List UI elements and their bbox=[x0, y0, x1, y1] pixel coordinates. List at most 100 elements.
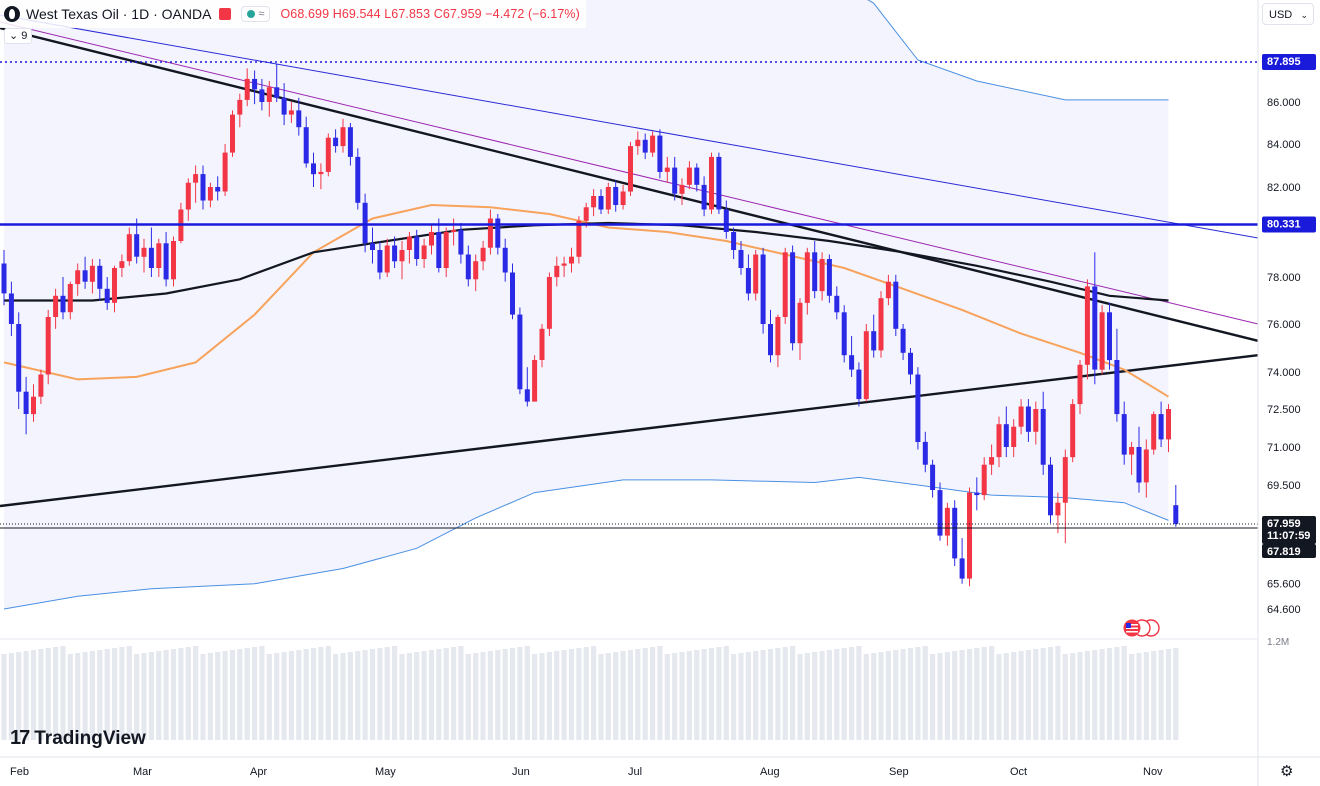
volume-bar bbox=[819, 651, 825, 740]
candle bbox=[465, 245, 471, 287]
candle-body bbox=[200, 174, 206, 201]
candle-body bbox=[1084, 286, 1090, 365]
volume-bar bbox=[23, 651, 29, 740]
volume-bar bbox=[915, 647, 921, 740]
volume-bar bbox=[672, 653, 678, 740]
candle-body bbox=[1121, 414, 1127, 455]
candle-body bbox=[230, 114, 235, 153]
candle bbox=[1062, 449, 1068, 544]
candle bbox=[237, 93, 243, 128]
volume-bar bbox=[517, 647, 523, 740]
volume-bar bbox=[414, 652, 420, 740]
candle bbox=[480, 241, 486, 271]
candle-body bbox=[318, 171, 324, 175]
bollinger-bands bbox=[3, 0, 1169, 610]
candle-body bbox=[333, 137, 339, 147]
volume-bar bbox=[731, 654, 737, 740]
volume-bar bbox=[782, 647, 788, 740]
candle-body bbox=[731, 232, 737, 250]
volume-bar bbox=[487, 651, 493, 740]
volume-bar bbox=[797, 654, 803, 740]
candle-body bbox=[885, 281, 891, 299]
candle-body bbox=[244, 78, 250, 100]
currency-select[interactable]: USD ⌄ bbox=[1262, 3, 1314, 25]
bid-price-label: 67.819 bbox=[1262, 543, 1316, 558]
price-tick-label: 84.000 bbox=[1267, 139, 1301, 151]
candle-body bbox=[856, 369, 862, 400]
tradingview-logo[interactable]: 17 TradingView bbox=[10, 727, 146, 750]
candle-body bbox=[981, 464, 987, 496]
volume-bar bbox=[436, 649, 442, 740]
volume-bar bbox=[406, 653, 412, 740]
candle-body bbox=[745, 268, 751, 294]
candle bbox=[487, 209, 493, 255]
logo-text: TradingView bbox=[34, 727, 146, 749]
candle bbox=[429, 225, 434, 255]
volume-bar bbox=[1106, 648, 1113, 740]
volume-bar bbox=[1136, 653, 1142, 740]
volume-bar bbox=[38, 649, 44, 740]
candle bbox=[436, 218, 442, 273]
candle-body bbox=[1129, 447, 1135, 455]
candle bbox=[215, 176, 221, 201]
volume-bar bbox=[473, 653, 479, 740]
volume-bar bbox=[8, 653, 14, 740]
volume-bar bbox=[650, 647, 656, 740]
volume-bar bbox=[716, 647, 722, 740]
volume-bar bbox=[576, 648, 582, 740]
candle bbox=[686, 161, 692, 190]
candle-body bbox=[937, 490, 943, 536]
economic-events-flag-icon[interactable] bbox=[1120, 619, 1162, 637]
market-status-toggle[interactable]: ≈ bbox=[241, 6, 271, 22]
candle-body bbox=[487, 218, 493, 248]
candle bbox=[266, 81, 272, 117]
candle-body bbox=[1107, 312, 1112, 361]
candle bbox=[1099, 305, 1105, 375]
volume-bar bbox=[1151, 651, 1157, 740]
candle-body bbox=[355, 156, 361, 203]
candle bbox=[303, 116, 309, 168]
candle bbox=[812, 241, 818, 299]
indicator-collapse-button[interactable]: ⌄ 9 bbox=[4, 28, 33, 44]
candle-body bbox=[340, 127, 346, 147]
candle-body bbox=[1114, 360, 1120, 415]
volume-bar bbox=[1033, 649, 1039, 740]
price-tick-label: 71.000 bbox=[1267, 442, 1301, 454]
market-closed-flag-icon[interactable] bbox=[219, 8, 232, 20]
candle bbox=[406, 232, 412, 264]
candle-body bbox=[207, 187, 213, 201]
candle bbox=[510, 263, 515, 320]
symbol-title[interactable]: West Texas Oil · 1D · OANDA bbox=[26, 6, 212, 22]
candle-body bbox=[266, 87, 272, 102]
settings-gear-icon[interactable]: ⚙ bbox=[1280, 763, 1294, 780]
candle-body bbox=[384, 245, 390, 273]
volume-bar bbox=[944, 652, 950, 740]
price-levels bbox=[0, 61, 1258, 529]
candle-body bbox=[996, 424, 1002, 458]
volume-bar bbox=[207, 653, 213, 740]
ohlc-close: C67.959 bbox=[433, 7, 482, 21]
candle-body bbox=[672, 167, 678, 194]
candle bbox=[1025, 399, 1031, 442]
candle bbox=[598, 189, 604, 214]
volume-tick-label: 1.2M bbox=[1267, 637, 1289, 648]
candle bbox=[1107, 302, 1112, 370]
candle-body bbox=[370, 243, 375, 250]
volume-bar bbox=[878, 652, 884, 740]
candle-body bbox=[1092, 286, 1098, 370]
chart-header: West Texas Oil · 1D · OANDA ≈ O68.699 H6… bbox=[0, 0, 586, 28]
candle bbox=[775, 314, 781, 368]
volume-bar bbox=[89, 651, 95, 740]
candle bbox=[230, 110, 235, 157]
volume-bar bbox=[524, 646, 530, 740]
candle-body bbox=[296, 110, 302, 128]
candle bbox=[546, 272, 552, 336]
candle bbox=[797, 298, 803, 360]
candle-body bbox=[377, 250, 383, 273]
volume-bar bbox=[200, 654, 206, 740]
candle-body bbox=[1166, 409, 1171, 440]
candle-body bbox=[620, 191, 626, 205]
candle-body bbox=[451, 229, 457, 232]
